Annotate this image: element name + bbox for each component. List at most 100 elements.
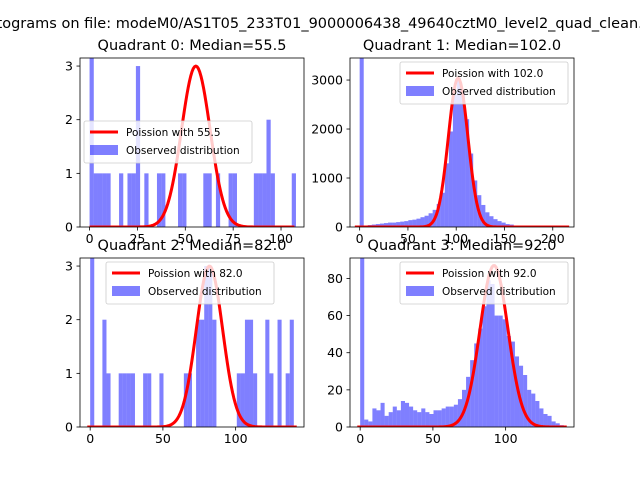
y-tick-label: 80 <box>327 271 343 286</box>
hist-bar <box>478 328 483 427</box>
hist-bar <box>265 319 270 427</box>
hist-bar <box>388 222 393 227</box>
axes-frame <box>79 257 305 428</box>
axes-frame <box>349 57 575 228</box>
hist-bar <box>196 319 201 427</box>
hist-bar <box>539 408 544 427</box>
hist-bar <box>489 216 494 227</box>
hist-bar <box>547 415 552 427</box>
hist-bar <box>494 315 499 427</box>
hist-bar <box>486 280 491 427</box>
hist-bar <box>444 163 449 227</box>
hist-bar <box>291 173 296 227</box>
y-tick-label: 1 <box>65 166 73 181</box>
subplot-title: Quadrant 0: Median=55.5 <box>98 38 287 54</box>
hist-bar <box>474 343 479 427</box>
hist-bar <box>147 373 152 427</box>
hist-bar <box>413 410 418 427</box>
hist-bar <box>122 373 127 427</box>
hist-bar <box>232 173 237 227</box>
hist-bar <box>482 306 487 427</box>
hist-bar <box>93 173 98 227</box>
y-tick-label: 3000 <box>311 73 343 88</box>
hist-bar <box>420 217 425 227</box>
hist-bar <box>102 173 107 227</box>
hist-bar <box>262 173 267 227</box>
y-tick-label: 0 <box>335 220 343 235</box>
hist-bar <box>182 173 187 227</box>
x-tick-label: 0 <box>356 431 364 446</box>
legend-patch-swatch <box>112 286 140 296</box>
hist-bar <box>240 373 245 427</box>
hist-bar <box>440 192 445 227</box>
hist-bar <box>433 410 438 427</box>
hist-bar <box>244 319 250 427</box>
x-tick-label: 100 <box>494 431 518 446</box>
hist-bar <box>208 266 213 427</box>
hist-bar <box>90 258 95 427</box>
hist-bar <box>396 410 401 427</box>
subplot-title: Quadrant 1: Median=102.0 <box>363 38 561 54</box>
y-tick-label: 0 <box>65 420 73 435</box>
hist-bar <box>269 373 274 427</box>
y-tick-label: 2 <box>65 312 73 327</box>
hist-bar <box>270 173 275 227</box>
legend: Poission with 82.0 Observed distribution <box>105 261 275 305</box>
legend-label-observed: Observed distribution <box>148 286 262 298</box>
hist-bar <box>531 393 536 427</box>
hist-bar <box>383 223 389 227</box>
y-tick-label: 60 <box>327 308 343 323</box>
x-tick-label: 0 <box>86 431 94 446</box>
hist-bar <box>161 173 166 227</box>
hist-bar <box>215 173 221 227</box>
subplot-title: Quadrant 2: Median=82.0 <box>98 238 287 254</box>
hist-bar <box>207 173 212 227</box>
hist-bar <box>368 421 373 427</box>
hist-bar <box>502 319 507 427</box>
hist-bar <box>360 258 365 427</box>
hist-bar <box>445 406 450 427</box>
hist-bar <box>425 412 430 427</box>
hist-bar <box>156 173 162 227</box>
hist-bar <box>253 173 259 227</box>
hist-bar <box>384 415 389 427</box>
legend-patch-swatch <box>406 286 434 296</box>
x-tick-label: 50 <box>425 431 441 446</box>
legend-label-observed: Observed distribution <box>126 145 240 157</box>
hist-bar <box>289 319 294 427</box>
hist-bar <box>497 221 502 227</box>
hist-bar <box>253 373 258 427</box>
hist-bar <box>449 406 454 427</box>
hist-bar <box>119 173 124 227</box>
hist-bar <box>126 373 131 427</box>
hist-bar <box>388 412 393 427</box>
x-tick-label: 50 <box>155 431 171 446</box>
hist-bar <box>212 319 217 427</box>
hist-bar <box>187 373 192 427</box>
hist-bar <box>473 180 478 227</box>
hist-bar <box>501 222 506 227</box>
legend-box <box>105 261 275 305</box>
x-tick-label: 50 <box>177 231 193 246</box>
hist-bar <box>490 284 495 427</box>
y-tick-label: 0 <box>335 420 343 435</box>
legend-label-poisson: Poission with 92.0 <box>442 268 537 280</box>
y-tick-label: 0 <box>65 220 73 235</box>
hist-bar <box>159 373 164 427</box>
hist-bar <box>203 173 208 227</box>
x-tick-label: 0 <box>356 231 364 246</box>
hist-bar <box>421 408 426 427</box>
hist-bar <box>236 373 241 427</box>
hist-bar <box>400 221 405 227</box>
hist-bar <box>106 373 111 427</box>
x-tick-label: 200 <box>541 231 565 246</box>
hist-bar <box>551 421 556 427</box>
hist-bar <box>359 58 364 227</box>
hist-bar <box>266 119 271 227</box>
hist-bar <box>376 410 381 427</box>
hist-bar <box>143 373 148 427</box>
legend-box <box>83 120 253 164</box>
